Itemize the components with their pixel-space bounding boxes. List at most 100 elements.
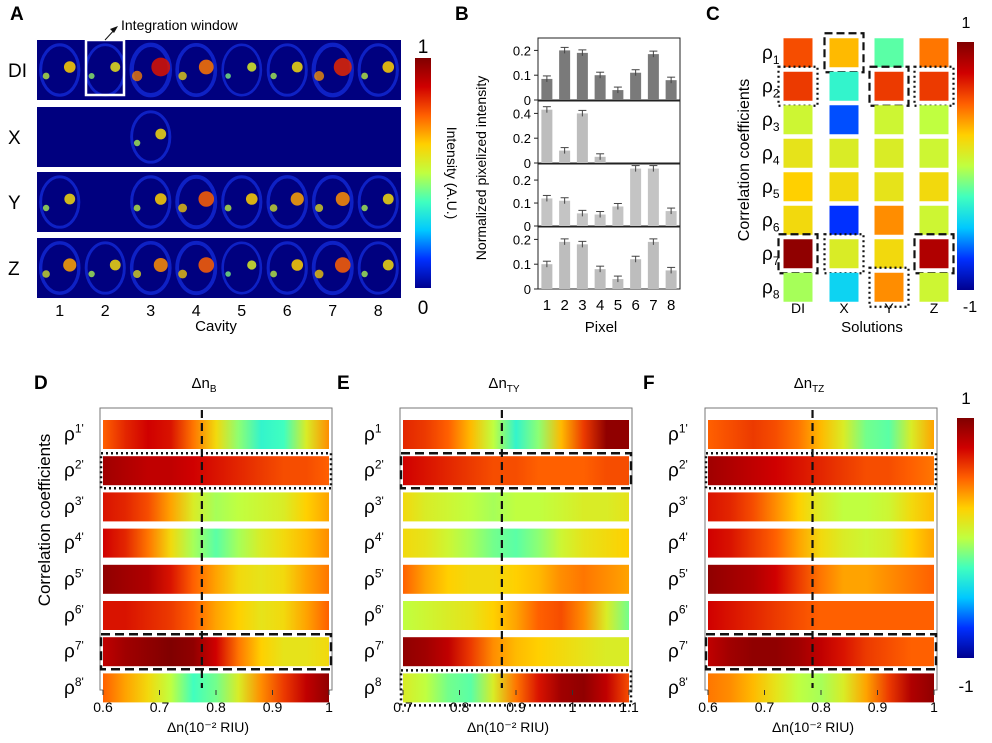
- dotted-highlight: [868, 266, 910, 308]
- hotspot: [361, 204, 368, 212]
- dotted-highlight: [399, 669, 633, 707]
- y-tick-label: 0.2: [513, 232, 531, 247]
- bar: [559, 241, 571, 289]
- hotspot: [42, 270, 50, 278]
- row-subscript: 2: [773, 86, 780, 100]
- x-tick-label: 5: [614, 297, 622, 314]
- panel-label: E: [337, 373, 350, 394]
- row-subscript: 7: [773, 254, 780, 268]
- hotspot: [198, 59, 214, 75]
- bar: [559, 150, 571, 163]
- cavity-ring: [130, 175, 172, 229]
- panel-d-y-axis-label: Correlation coefficients: [35, 434, 54, 607]
- bar: [576, 244, 588, 289]
- row-subscript: 6': [679, 603, 688, 617]
- cavity-ring: [84, 241, 126, 295]
- hotspot: [382, 61, 395, 73]
- bar: [594, 156, 606, 163]
- matrix-cell: [783, 138, 813, 168]
- row-label: ρ7': [364, 639, 384, 663]
- matrix-cell: [783, 205, 813, 235]
- correlation-strip: [403, 601, 629, 630]
- hotspot: [333, 58, 352, 76]
- panel-a: A DI X Y Z 1 2 3 4 5 6 7 8 Integration window Cavit…: [8, 4, 460, 335]
- correlation-strip: [403, 492, 629, 522]
- row-label: ρ3: [762, 110, 780, 134]
- row-label: ρ6: [762, 210, 780, 234]
- x-tick-label: 1: [55, 303, 64, 320]
- panel-label: F: [643, 373, 655, 394]
- correlation-strip: [708, 492, 934, 522]
- row-label: ρ4': [668, 530, 688, 554]
- correlation-strip: [403, 528, 629, 558]
- bar: [576, 113, 588, 163]
- bar: [630, 168, 642, 226]
- bar: [594, 75, 606, 100]
- bar-charts: 00.10.200.20.400.10.200.10.21 2 3 4 5 6 7 8: [513, 37, 681, 314]
- hotspot: [198, 257, 215, 273]
- cavity-ring: [38, 241, 81, 295]
- dotted-highlight: [823, 233, 865, 275]
- x-tick-label: 0.8: [206, 699, 226, 715]
- matrix-cell: [919, 272, 949, 302]
- row-subscript: 5': [75, 566, 84, 580]
- matrix-cell: [919, 38, 949, 68]
- row-label: ρ1': [668, 422, 688, 446]
- y-tick-label: 0.1: [513, 257, 531, 272]
- row-subscript: 1': [679, 422, 688, 436]
- correlation-strip: [403, 564, 629, 594]
- correlation-strip: [403, 637, 629, 667]
- row-label: ρ5': [64, 566, 84, 590]
- row-subscript: 2': [75, 458, 84, 472]
- cavity-ring: [129, 241, 172, 295]
- dotted-highlight: [913, 65, 955, 107]
- cavity-ring: [175, 174, 218, 230]
- row-subscript: 8: [773, 287, 780, 301]
- subplot-frame: [537, 100, 681, 164]
- dashed-highlight: [99, 632, 333, 671]
- matrix-cell: [783, 272, 813, 302]
- cavity-ring: [175, 42, 218, 98]
- panel-d: D ΔnB ρ1' ρ2' ρ3' ρ4' ρ5' ρ6' ρ7' ρ8' 0.6 0.7 0.8 0.9…: [34, 373, 333, 735]
- matrix-cell: [829, 71, 859, 101]
- x-tick-label: 2: [560, 297, 568, 314]
- matrix-cell: [874, 239, 904, 269]
- bar: [612, 90, 624, 100]
- x-tick-label: 3: [146, 303, 155, 320]
- hotspot: [314, 71, 325, 81]
- colorbar-max: 1: [418, 37, 429, 58]
- panel-f: F ΔnTZ ρ1' ρ2' ρ3' ρ4' ρ5' ρ6' ρ7' ρ8' 0.6 0.7 0.8 0.…: [643, 373, 938, 735]
- x-axis-label: Pixel: [585, 319, 618, 336]
- matrix-cell: [783, 71, 813, 101]
- y-tick-label: 0.2: [513, 43, 531, 58]
- x-tick-label: 7: [649, 297, 657, 314]
- x-axis-label: Cavity: [195, 318, 237, 335]
- cavity-heatmaps: DI X Y Z 1 2 3 4 5 6 7 8: [8, 40, 401, 320]
- x-tick-label: 1: [569, 699, 577, 715]
- matrix-cell: [874, 38, 904, 68]
- hotspot: [361, 72, 368, 80]
- panel-f-colorbar: [957, 418, 974, 658]
- matrix-cell: [829, 38, 859, 68]
- x-tick-label: 0.9: [506, 699, 526, 715]
- hotspot: [291, 259, 304, 271]
- x-tick-label: 1.1: [619, 699, 639, 715]
- x-tick-label: 0.7: [393, 699, 413, 715]
- subplot-frame: [537, 226, 681, 290]
- bar: [630, 259, 642, 289]
- hotspot: [178, 203, 188, 213]
- colorbar: [957, 42, 974, 290]
- subplot-frame: [537, 37, 681, 101]
- matrix-cell: [829, 172, 859, 202]
- correlation-strip: [103, 673, 329, 703]
- y-tick-label: 0.2: [513, 173, 531, 188]
- panel-label: C: [706, 4, 720, 25]
- x-tick-label: 1: [325, 699, 333, 715]
- matrix-cell: [783, 239, 813, 269]
- hotspot: [64, 193, 76, 205]
- row-subscript: 4': [375, 530, 384, 544]
- row-label: Y: [8, 193, 21, 214]
- x-tick-label: 0.7: [755, 699, 775, 715]
- bar: [541, 109, 553, 163]
- column-label: Y: [884, 300, 894, 316]
